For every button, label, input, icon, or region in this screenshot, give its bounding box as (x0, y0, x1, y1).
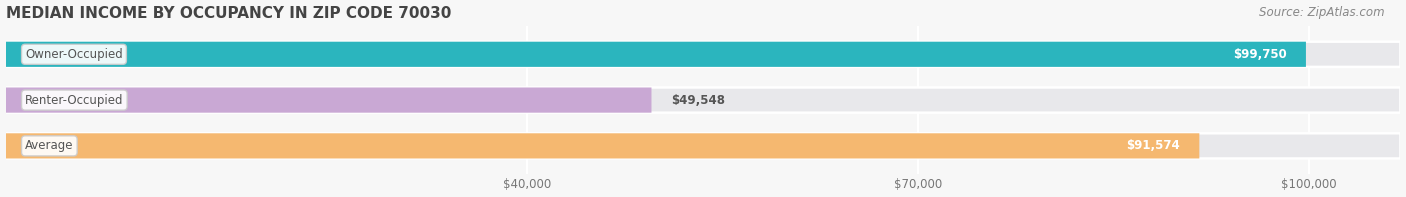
Text: MEDIAN INCOME BY OCCUPANCY IN ZIP CODE 70030: MEDIAN INCOME BY OCCUPANCY IN ZIP CODE 7… (6, 6, 451, 20)
FancyBboxPatch shape (6, 133, 1400, 158)
Text: Renter-Occupied: Renter-Occupied (25, 94, 124, 107)
Text: $99,750: $99,750 (1233, 48, 1286, 61)
FancyBboxPatch shape (6, 87, 1400, 113)
Text: $91,574: $91,574 (1126, 139, 1180, 152)
Text: Average: Average (25, 139, 73, 152)
FancyBboxPatch shape (6, 42, 1400, 67)
FancyBboxPatch shape (6, 87, 651, 113)
Text: Owner-Occupied: Owner-Occupied (25, 48, 122, 61)
FancyBboxPatch shape (6, 133, 1199, 158)
FancyBboxPatch shape (6, 42, 1306, 67)
Text: $49,548: $49,548 (671, 94, 725, 107)
Text: Source: ZipAtlas.com: Source: ZipAtlas.com (1260, 6, 1385, 19)
